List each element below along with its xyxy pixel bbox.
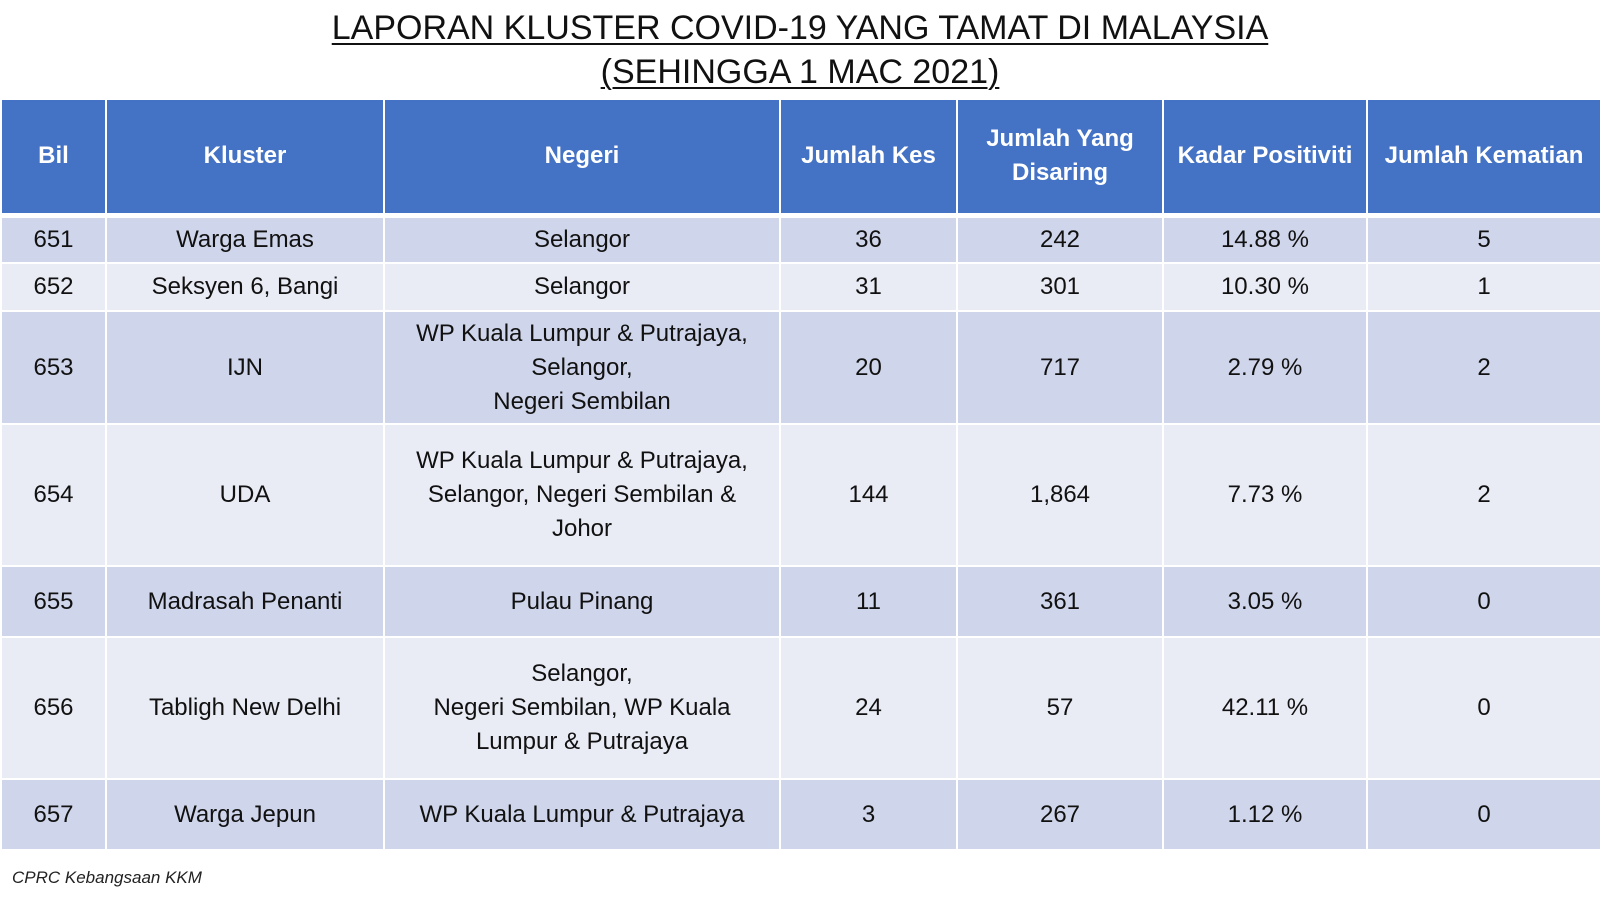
- cell-bil: 654: [0, 423, 107, 567]
- table-row: 654 UDA WP Kuala Lumpur & Putrajaya, Sel…: [0, 423, 1600, 567]
- cell-negeri: WP Kuala Lumpur & Putrajaya: [383, 778, 781, 851]
- cell-jumlah-kes: 3: [779, 778, 958, 851]
- table-body: 651 Warga Emas Selangor 36 242 14.88 % 5…: [0, 214, 1600, 851]
- cell-kadar-positiviti: 42.11 %: [1162, 636, 1368, 780]
- cell-jumlah-kematian: 2: [1366, 310, 1600, 425]
- cell-jumlah-kematian: 2: [1366, 423, 1600, 567]
- cell-bil: 652: [0, 262, 107, 312]
- cell-jumlah-disaring: 1,864: [956, 423, 1164, 567]
- cell-kluster: Warga Emas: [105, 214, 385, 264]
- cell-negeri: WP Kuala Lumpur & Putrajaya, Selangor, N…: [383, 310, 781, 425]
- source-note: CPRC Kebangsaan KKM: [12, 868, 202, 887]
- cell-jumlah-disaring: 267: [956, 778, 1164, 851]
- header-bil: Bil: [0, 98, 107, 218]
- cell-kadar-positiviti: 7.73 %: [1162, 423, 1368, 567]
- cell-kluster: UDA: [105, 423, 385, 567]
- cell-kadar-positiviti: 14.88 %: [1162, 214, 1368, 264]
- cell-jumlah-disaring: 301: [956, 262, 1164, 312]
- cell-jumlah-disaring: 57: [956, 636, 1164, 780]
- cell-negeri: Selangor: [383, 262, 781, 312]
- cell-negeri: Selangor, Negeri Sembilan, WP Kuala Lump…: [383, 636, 781, 780]
- header-jumlah-kes: Jumlah Kes: [779, 98, 958, 218]
- cell-kluster: Madrasah Penanti: [105, 565, 385, 638]
- table-row: 653 IJN WP Kuala Lumpur & Putrajaya, Sel…: [0, 310, 1600, 425]
- cell-jumlah-kes: 11: [779, 565, 958, 638]
- table-header: Bil Kluster Negeri Jumlah Kes Jumlah Yan…: [0, 98, 1600, 218]
- cell-jumlah-kes: 24: [779, 636, 958, 780]
- cell-kluster: Seksyen 6, Bangi: [105, 262, 385, 312]
- header-negeri: Negeri: [383, 98, 781, 218]
- title-line-1: LAPORAN KLUSTER COVID-19 YANG TAMAT DI M…: [331, 9, 1269, 47]
- cell-negeri: WP Kuala Lumpur & Putrajaya, Selangor, N…: [383, 423, 781, 567]
- cell-jumlah-kematian: 0: [1366, 565, 1600, 638]
- header-row: Bil Kluster Negeri Jumlah Kes Jumlah Yan…: [0, 98, 1600, 218]
- cell-jumlah-disaring: 361: [956, 565, 1164, 638]
- cell-negeri: Selangor: [383, 214, 781, 264]
- cell-kadar-positiviti: 3.05 %: [1162, 565, 1368, 638]
- cell-jumlah-kematian: 1: [1366, 262, 1600, 312]
- cell-kluster: Warga Jepun: [105, 778, 385, 851]
- report-title: LAPORAN KLUSTER COVID-19 YANG TAMAT DI M…: [0, 6, 1600, 94]
- cell-jumlah-kes: 31: [779, 262, 958, 312]
- cell-kluster: IJN: [105, 310, 385, 425]
- table-row: 651 Warga Emas Selangor 36 242 14.88 % 5: [0, 214, 1600, 264]
- table-row: 657 Warga Jepun WP Kuala Lumpur & Putraj…: [0, 778, 1600, 851]
- cell-jumlah-kes: 144: [779, 423, 958, 567]
- table-row: 652 Seksyen 6, Bangi Selangor 31 301 10.…: [0, 262, 1600, 312]
- cluster-table: Bil Kluster Negeri Jumlah Kes Jumlah Yan…: [0, 98, 1600, 851]
- cell-jumlah-kematian: 5: [1366, 214, 1600, 264]
- cell-jumlah-kes: 20: [779, 310, 958, 425]
- header-jumlah-disaring: Jumlah Yang Disaring: [956, 98, 1164, 218]
- cell-kadar-positiviti: 2.79 %: [1162, 310, 1368, 425]
- cell-bil: 651: [0, 214, 107, 264]
- cell-jumlah-kes: 36: [779, 214, 958, 264]
- cell-bil: 653: [0, 310, 107, 425]
- cell-jumlah-kematian: 0: [1366, 636, 1600, 780]
- header-kadar-positiviti: Kadar Positiviti: [1162, 98, 1368, 218]
- cell-negeri: Pulau Pinang: [383, 565, 781, 638]
- header-kluster: Kluster: [105, 98, 385, 218]
- cell-bil: 656: [0, 636, 107, 780]
- cell-kluster: Tabligh New Delhi: [105, 636, 385, 780]
- table-row: 655 Madrasah Penanti Pulau Pinang 11 361…: [0, 565, 1600, 638]
- cell-jumlah-disaring: 242: [956, 214, 1164, 264]
- cell-bil: 657: [0, 778, 107, 851]
- cell-kadar-positiviti: 10.30 %: [1162, 262, 1368, 312]
- header-jumlah-kematian: Jumlah Kematian: [1366, 98, 1600, 218]
- cell-bil: 655: [0, 565, 107, 638]
- cell-kadar-positiviti: 1.12 %: [1162, 778, 1368, 851]
- title-line-2: (SEHINGGA 1 MAC 2021): [600, 53, 1000, 91]
- table-row: 656 Tabligh New Delhi Selangor, Negeri S…: [0, 636, 1600, 780]
- cell-jumlah-kematian: 0: [1366, 778, 1600, 851]
- cell-jumlah-disaring: 717: [956, 310, 1164, 425]
